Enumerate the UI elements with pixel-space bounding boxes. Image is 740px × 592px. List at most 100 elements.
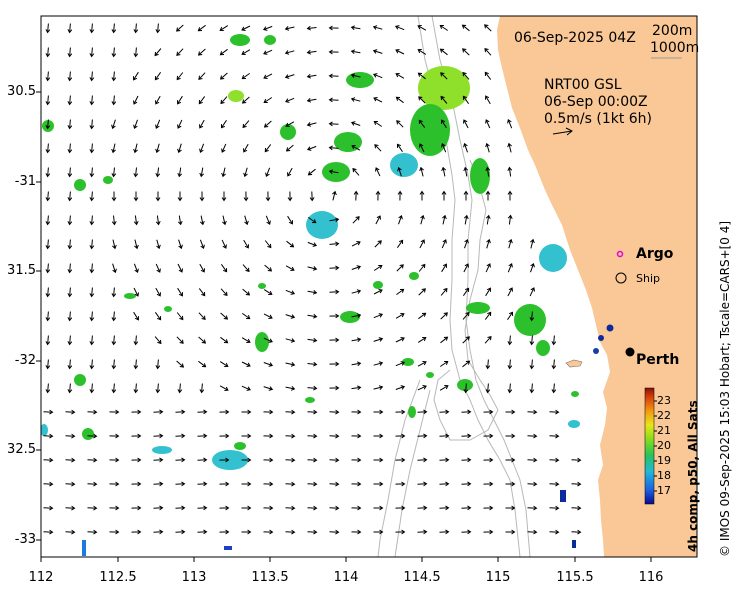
- current-arrow: [65, 481, 76, 487]
- current-arrow: [307, 505, 318, 511]
- current-arrow: [529, 383, 535, 394]
- current-arrow: [89, 263, 95, 274]
- current-arrow: [306, 73, 317, 79]
- current-arrow: [461, 409, 472, 415]
- current-arrow: [351, 361, 362, 367]
- current-arrow: [395, 481, 406, 487]
- current-arrow: [461, 481, 472, 487]
- colorbar-tick-21: 21: [657, 424, 671, 437]
- current-arrow: [352, 216, 360, 224]
- sst-patch: [514, 304, 546, 336]
- current-arrow: [439, 529, 450, 535]
- current-arrow: [417, 361, 427, 367]
- current-arrow: [89, 167, 95, 178]
- current-arrow: [133, 311, 139, 321]
- current-arrow: [441, 119, 447, 129]
- current-arrow: [284, 50, 295, 55]
- current-arrow: [329, 361, 340, 367]
- current-arrow: [527, 433, 538, 439]
- current-arrow: [285, 505, 296, 511]
- current-arrow: [285, 97, 295, 103]
- current-arrow: [485, 287, 491, 297]
- current-arrow: [551, 383, 557, 394]
- current-arrow: [309, 191, 315, 202]
- current-arrow: [284, 74, 295, 79]
- current-arrow: [133, 335, 139, 346]
- sst-patch: [346, 72, 374, 88]
- perth-marker: [625, 347, 635, 357]
- current-arrow: [287, 191, 293, 202]
- current-arrow: [220, 312, 229, 320]
- current-arrow: [485, 359, 491, 370]
- current-arrow: [397, 143, 403, 152]
- current-arrow: [198, 336, 207, 344]
- sst-patch: [402, 358, 414, 366]
- current-arrow: [351, 385, 362, 391]
- current-arrow: [199, 143, 205, 154]
- current-arrow: [263, 529, 274, 535]
- current-arrow: [43, 457, 54, 463]
- current-arrow: [155, 167, 161, 178]
- current-arrow: [307, 313, 318, 319]
- current-scale-label: 0.5m/s (1kt 6h): [544, 111, 653, 127]
- plot-frame: [40, 15, 698, 558]
- current-arrow: [219, 457, 230, 463]
- current-arrow: [45, 191, 51, 202]
- current-arrow: [67, 95, 73, 106]
- current-arrow: [109, 529, 120, 535]
- current-arrow: [285, 289, 296, 295]
- current-arrow: [241, 433, 252, 439]
- current-arrow: [175, 505, 186, 511]
- current-arrow: [241, 49, 251, 55]
- current-arrow: [89, 239, 95, 250]
- current-arrow: [395, 313, 405, 319]
- current-arrow: [395, 529, 406, 535]
- current-arrow: [155, 383, 161, 394]
- current-arrow: [176, 24, 184, 32]
- current-arrow: [483, 529, 494, 535]
- current-arrow: [351, 529, 362, 535]
- current-arrow: [328, 121, 339, 127]
- current-arrow: [485, 166, 491, 177]
- x-tick-114: 114: [333, 570, 359, 585]
- current-arrow: [329, 505, 340, 511]
- current-arrow: [198, 72, 206, 80]
- sst-patch: [470, 158, 490, 194]
- current-arrow: [133, 143, 138, 154]
- current-arrow: [398, 214, 403, 225]
- current-arrow: [439, 481, 450, 487]
- city-label-perth: Perth: [636, 352, 680, 368]
- current-arrow: [285, 409, 296, 415]
- current-arrow: [199, 239, 205, 250]
- current-arrow: [87, 505, 98, 511]
- x-tick-113.5: 113.5: [251, 570, 289, 585]
- current-arrow: [417, 25, 427, 31]
- current-arrow: [221, 239, 227, 249]
- current-arrow: [351, 457, 362, 463]
- current-arrow: [507, 359, 513, 370]
- current-arrow: [67, 239, 73, 250]
- sst-patch: [41, 424, 48, 436]
- current-arrow: [395, 385, 406, 390]
- current-arrow: [199, 215, 205, 226]
- current-arrow: [89, 47, 95, 58]
- current-arrow: [285, 385, 296, 391]
- current-arrow: [89, 119, 95, 130]
- current-arrow: [417, 433, 428, 439]
- current-arrow: [87, 433, 98, 439]
- current-arrow: [307, 457, 318, 463]
- colorbar-label: 4h comp, p50, All Sats: [686, 400, 700, 552]
- current-arrow: [175, 433, 186, 439]
- current-arrow: [507, 287, 513, 297]
- current-arrow: [197, 24, 206, 32]
- current-arrow: [263, 457, 274, 463]
- current-arrow: [461, 433, 472, 439]
- current-arrow: [45, 287, 51, 298]
- current-arrow: [551, 359, 557, 370]
- current-arrow: [67, 191, 73, 202]
- current-arrow: [306, 122, 317, 127]
- current-arrow: [373, 457, 384, 463]
- y-tick-32.5: 32.5: [7, 442, 36, 457]
- current-arrow: [243, 167, 248, 178]
- current-arrow: [507, 383, 513, 394]
